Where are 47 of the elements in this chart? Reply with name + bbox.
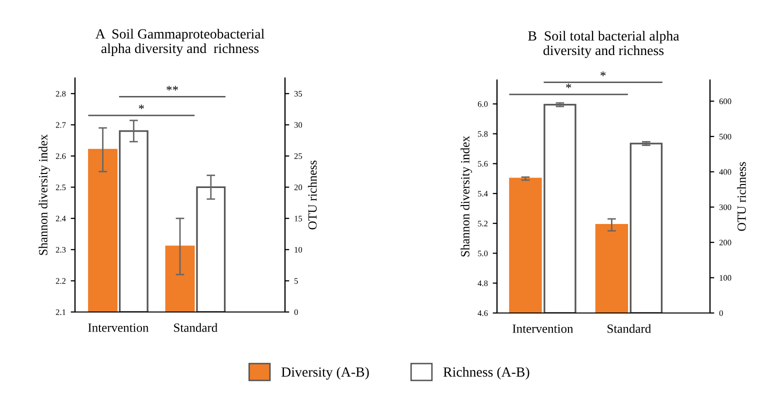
y2-tick-label: 0	[719, 310, 723, 316]
y-axis-title: Shannon diversity index	[38, 134, 50, 255]
y-tick-label: 2.8	[56, 90, 66, 97]
y-tick-label: 2.3	[56, 246, 66, 253]
y2-tick-label: 500	[720, 134, 732, 140]
y2-tick-label: 300	[719, 204, 732, 210]
y2-axis-title: OTU richness	[308, 160, 317, 230]
x-tick-label: Intervention	[88, 324, 149, 332]
y-tick-label: 2.2	[56, 278, 66, 284]
y2-tick-label: 600	[719, 98, 732, 104]
y-tick-label: 4.6	[478, 310, 488, 316]
y2-tick-label: 15	[294, 216, 302, 222]
legend-label: Diversity (A-B)	[282, 366, 369, 380]
y-tick-label: 2.7	[56, 122, 66, 128]
x-tick-label: Intervention	[512, 324, 574, 333]
y-tick-label: 5.8	[478, 131, 488, 137]
y-axis-title: Shannon diversity index	[460, 136, 472, 256]
y-tick-label: 5.0	[478, 250, 488, 256]
y2-tick-label: 100	[720, 275, 732, 281]
y-tick-label: 5.4	[478, 190, 488, 197]
y-tick-label: 6.0	[478, 101, 488, 107]
y2-tick-label: 200	[719, 240, 732, 246]
y2-tick-label: 25	[294, 153, 302, 159]
y-tick-label: 2.4	[56, 216, 66, 222]
legend-label: Richness (A-B)	[443, 366, 530, 380]
y-tick-label: 5.6	[478, 161, 488, 167]
y2-axis-title: OTU richness	[737, 162, 746, 231]
annotation: **	[166, 86, 178, 90]
y-tick-label: 2.6	[56, 153, 66, 160]
chart-title: A Soil Gammaproteobacterial alpha diversity and richness	[95, 28, 264, 56]
annotation: *	[138, 104, 144, 110]
x-tick-label: Standard	[608, 324, 652, 333]
y2-tick-label: 0	[294, 309, 298, 315]
text: *	[600, 71, 606, 76]
y-tick-label: 4.8	[478, 280, 488, 286]
y2-tick-label: 10	[294, 246, 302, 253]
x-tick-label: Standard	[174, 323, 218, 332]
annotation: *	[566, 84, 572, 88]
y2-tick-label: 20	[294, 184, 302, 190]
y2-tick-label: 400	[719, 169, 732, 175]
y-tick-label: 5.2	[478, 220, 488, 226]
y2-tick-label: 5	[294, 278, 298, 284]
y-tick-label: 2.5	[56, 184, 66, 190]
y2-tick-label: 30	[294, 122, 302, 128]
y2-tick-label: 35	[294, 90, 302, 97]
chart-title: B Soil total bacterial alpha diversity and richness	[528, 30, 680, 58]
y-tick-label: 2.1	[56, 309, 66, 316]
